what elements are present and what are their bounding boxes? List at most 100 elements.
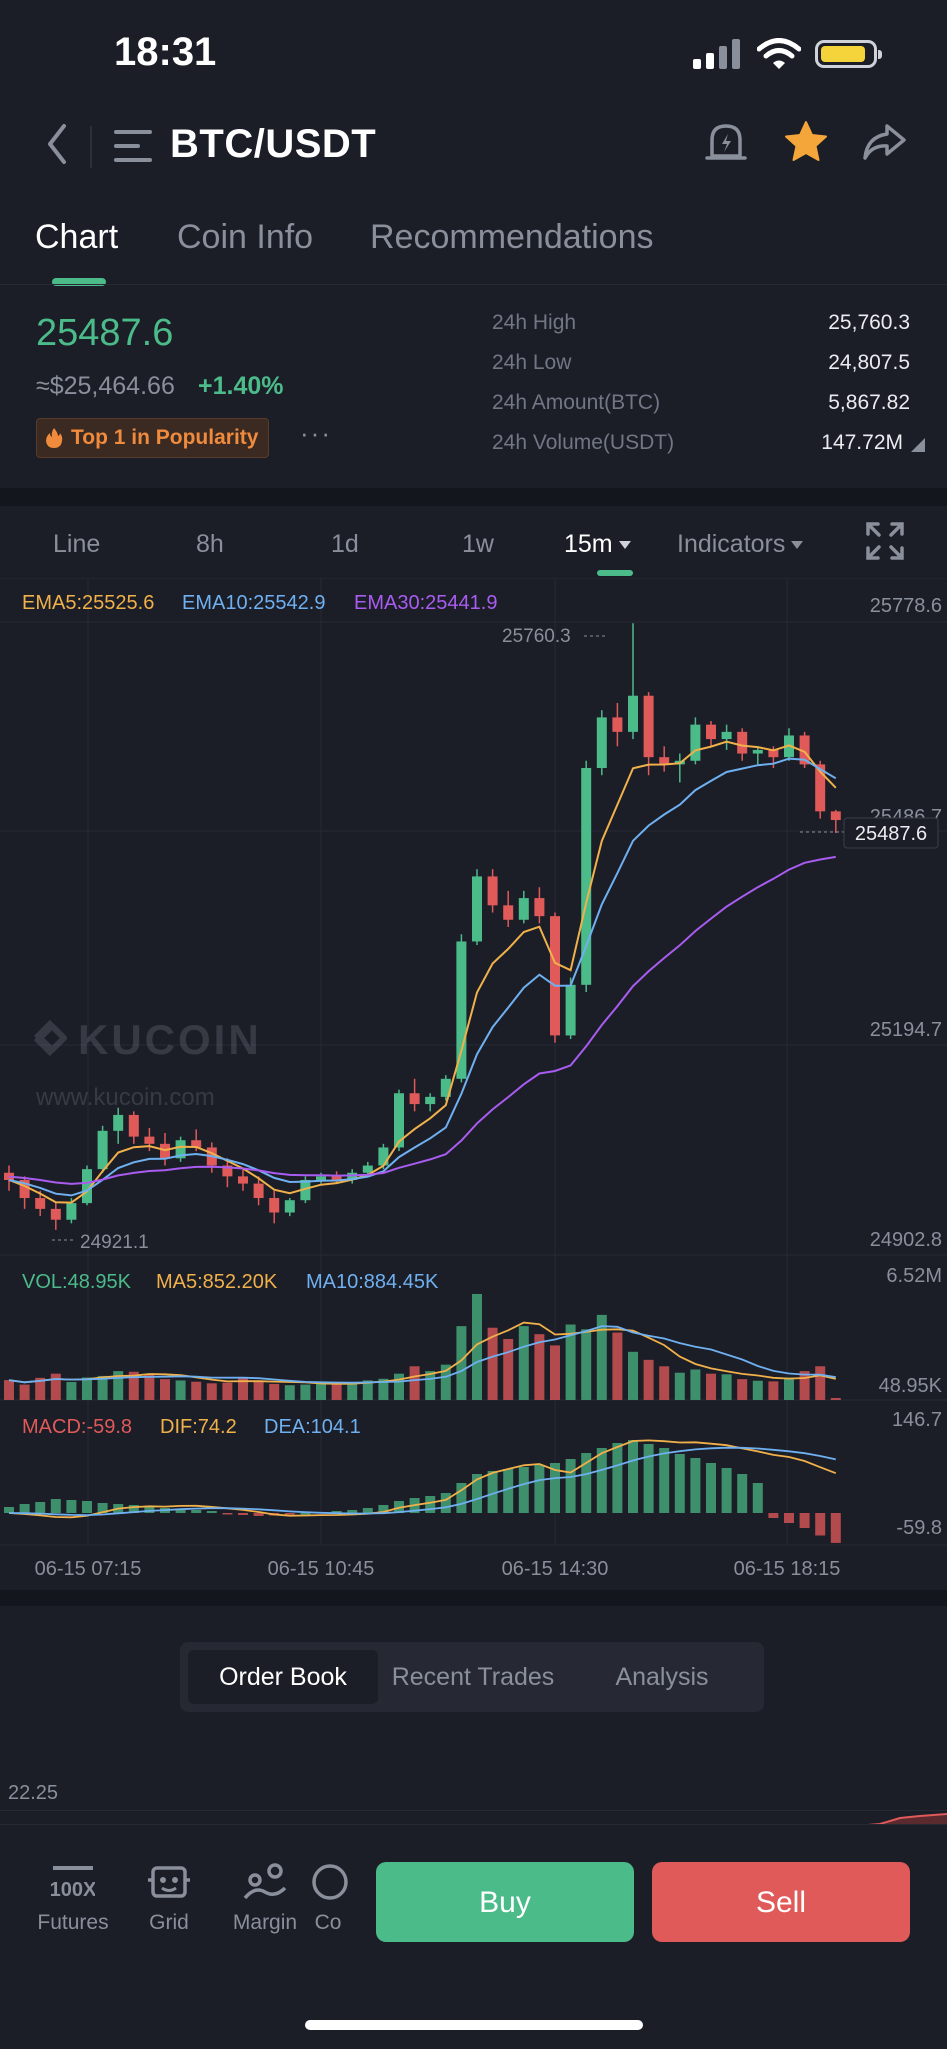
volume-ma-line bbox=[8, 1321, 836, 1385]
volume-bar bbox=[706, 1373, 716, 1400]
macd-bar bbox=[456, 1483, 467, 1513]
share-icon[interactable] bbox=[860, 118, 908, 166]
candle bbox=[394, 1093, 404, 1148]
tab-recommendations[interactable]: Recommendations bbox=[370, 218, 654, 256]
popularity-badge[interactable]: Top 1 in Popularity bbox=[36, 418, 270, 458]
fire-icon bbox=[46, 428, 63, 448]
pair-menu-icon[interactable] bbox=[112, 126, 156, 166]
macd-axis-label: 146.7 bbox=[892, 1409, 942, 1431]
volume-bar bbox=[659, 1366, 670, 1400]
volume-bar bbox=[378, 1378, 389, 1400]
price-chart[interactable]: KUCOIN www.kucoin.com EMA5:25525.6 EMA10… bbox=[0, 578, 947, 1590]
candle bbox=[581, 767, 592, 985]
candle bbox=[409, 1093, 420, 1105]
margin-icon bbox=[243, 1863, 287, 1900]
more-options-icon[interactable]: ··· bbox=[300, 418, 332, 448]
volume-corner-icon bbox=[911, 438, 925, 452]
time-axis-label: 06-15 14:30 bbox=[502, 1558, 609, 1580]
interval-8h[interactable]: 8h bbox=[196, 530, 224, 558]
stat-24h-amount-label: 24h Amount(BTC) bbox=[492, 391, 661, 414]
volume-bar bbox=[596, 1314, 607, 1400]
candle bbox=[82, 1169, 92, 1204]
candle bbox=[269, 1198, 280, 1213]
tab-active-indicator bbox=[52, 278, 106, 286]
macd-bar bbox=[737, 1474, 748, 1513]
nav-convert[interactable]: Co bbox=[308, 1862, 348, 1935]
pair-title[interactable]: BTC/USDT bbox=[170, 122, 377, 166]
vol-ma10-legend: MA10:884.45K bbox=[306, 1271, 439, 1293]
tab-recent-trades[interactable]: Recent Trades bbox=[391, 1663, 555, 1691]
volume-bar bbox=[674, 1372, 685, 1400]
macd-bar bbox=[144, 1506, 155, 1513]
macd-bar bbox=[784, 1513, 794, 1523]
macd-bar bbox=[82, 1501, 92, 1513]
ema-line bbox=[8, 740, 837, 1204]
nav-futures[interactable]: 100X Futures bbox=[28, 1862, 118, 1935]
macd-bar bbox=[643, 1444, 654, 1513]
price-alert-icon[interactable] bbox=[704, 118, 748, 168]
candle bbox=[721, 731, 732, 740]
volume-bar bbox=[362, 1380, 373, 1400]
macd-bar bbox=[97, 1503, 108, 1513]
candle bbox=[113, 1114, 124, 1131]
interval-15m[interactable]: 15m bbox=[564, 530, 631, 559]
macd-bar bbox=[128, 1505, 139, 1513]
candle bbox=[4, 1172, 14, 1180]
macd-bar bbox=[752, 1483, 763, 1513]
volume-bar bbox=[409, 1366, 420, 1400]
candle bbox=[300, 1179, 311, 1201]
macd-bar bbox=[596, 1448, 607, 1513]
volume-bar bbox=[394, 1373, 404, 1400]
volume-bar bbox=[581, 1329, 592, 1400]
interval-active-indicator bbox=[597, 570, 633, 576]
tab-chart[interactable]: Chart bbox=[35, 218, 119, 256]
volume-bar bbox=[768, 1381, 779, 1400]
volume-bar bbox=[269, 1383, 280, 1400]
candle bbox=[50, 1208, 61, 1220]
ema-line bbox=[8, 757, 837, 1197]
volume-bar bbox=[300, 1384, 311, 1400]
nav-grid[interactable]: Grid bbox=[124, 1862, 214, 1935]
volume-bar bbox=[222, 1382, 233, 1400]
sell-button[interactable]: Sell bbox=[652, 1862, 910, 1942]
volume-bar bbox=[425, 1371, 436, 1400]
macd-bar bbox=[378, 1505, 389, 1513]
tab-coin-info[interactable]: Coin Info bbox=[177, 218, 314, 256]
volume-ma-line bbox=[8, 1325, 836, 1384]
macd-bar bbox=[175, 1509, 186, 1513]
orderbook-value: 22.25 bbox=[8, 1782, 59, 1804]
buy-button[interactable]: Buy bbox=[376, 1862, 634, 1942]
volume-bar bbox=[612, 1332, 623, 1400]
indicators-dropdown[interactable]: Indicators bbox=[677, 530, 804, 559]
candle bbox=[66, 1203, 77, 1220]
fullscreen-icon[interactable] bbox=[866, 522, 904, 560]
volume-bar bbox=[737, 1379, 748, 1400]
interval-line[interactable]: Line bbox=[53, 530, 101, 558]
interval-15m-label: 15m bbox=[564, 530, 613, 558]
tab-order-book[interactable]: Order Book bbox=[188, 1650, 378, 1704]
volume-bar bbox=[160, 1379, 170, 1400]
volume-bar bbox=[518, 1326, 529, 1400]
interval-1d[interactable]: 1d bbox=[331, 530, 359, 558]
vol-axis-label: 6.52M bbox=[886, 1265, 942, 1287]
volume-bar bbox=[19, 1384, 30, 1400]
interval-1w[interactable]: 1w bbox=[462, 530, 494, 558]
candle bbox=[830, 811, 841, 821]
volume-bar bbox=[191, 1381, 202, 1400]
candle bbox=[550, 916, 560, 1036]
macd-bar bbox=[300, 1513, 311, 1515]
tab-analysis[interactable]: Analysis bbox=[615, 1663, 709, 1691]
volume-bar bbox=[487, 1327, 498, 1400]
macd-bar bbox=[690, 1458, 701, 1513]
candle bbox=[534, 898, 545, 917]
back-arrow-icon[interactable] bbox=[44, 122, 70, 166]
nav-futures-label: Futures bbox=[37, 1911, 109, 1934]
macd-bar bbox=[550, 1463, 560, 1513]
stat-24h-high-label: 24h High bbox=[492, 311, 577, 334]
dea-legend: DEA:104.1 bbox=[264, 1416, 361, 1438]
wifi-icon bbox=[757, 38, 801, 69]
volume-bar bbox=[316, 1383, 326, 1400]
volume-bar bbox=[534, 1334, 545, 1400]
nav-margin[interactable]: Margin bbox=[220, 1862, 310, 1935]
favorite-star-icon[interactable] bbox=[782, 118, 830, 166]
